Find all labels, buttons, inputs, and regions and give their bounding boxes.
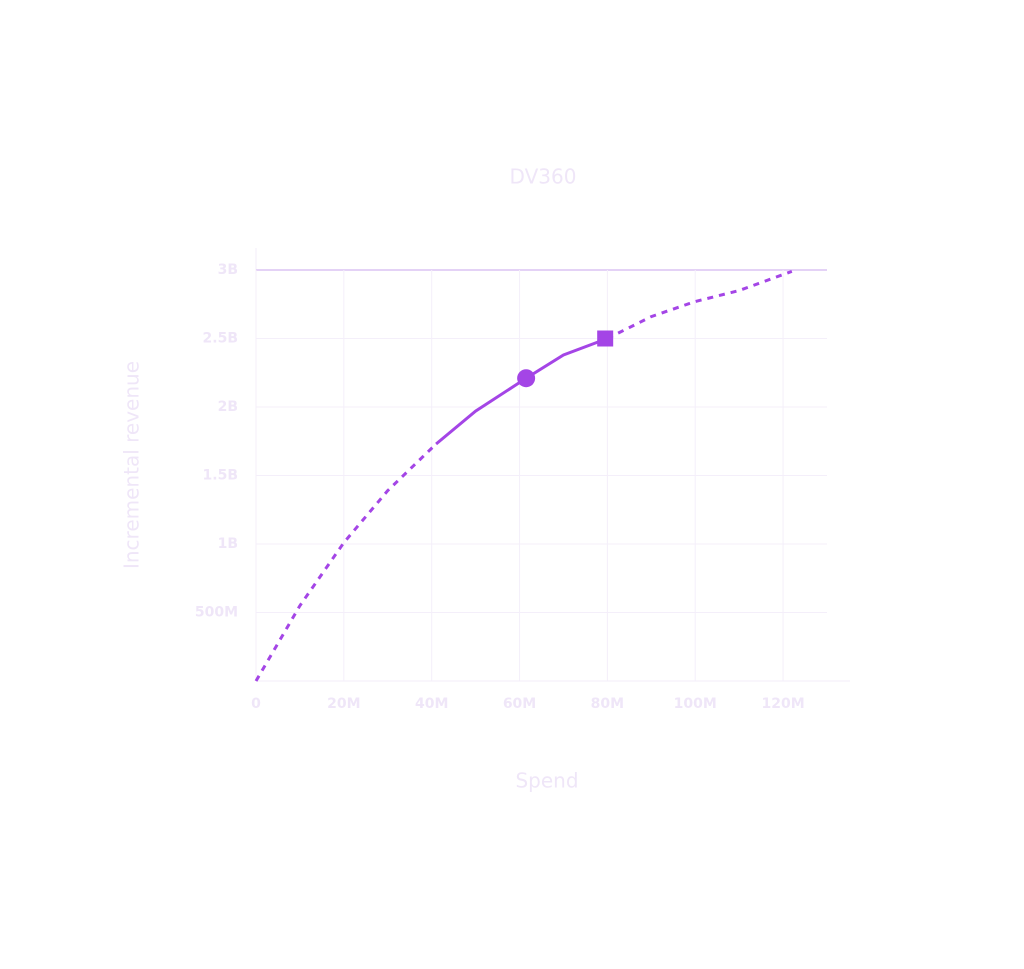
x-axis-label: Spend — [515, 769, 578, 793]
y-tick-label: 2.5B — [203, 331, 238, 347]
x-tick-label: 100M — [674, 696, 717, 712]
x-tick-label: 120M — [761, 696, 804, 712]
x-tick-label: 20M — [327, 696, 360, 712]
line — [254, 442, 438, 682]
y-tick-label: 1.5B — [203, 468, 238, 484]
marker — [597, 330, 614, 347]
y-tick-label: 2B — [218, 399, 238, 415]
x-tick-label: 80M — [591, 696, 624, 712]
x-tick-label: 40M — [415, 696, 448, 712]
chart-title: DV360 — [510, 165, 577, 189]
marker — [517, 369, 536, 388]
line — [435, 337, 608, 446]
y-tick-label: 1B — [218, 536, 238, 552]
y-tick-label: 3B — [218, 262, 238, 278]
x-tick-label: 60M — [503, 696, 536, 712]
y-axis-label: Incremental revenue — [120, 361, 144, 569]
line — [606, 269, 793, 340]
y-tick-label: 500M — [195, 605, 238, 621]
x-tick-label: 0 — [251, 696, 261, 712]
